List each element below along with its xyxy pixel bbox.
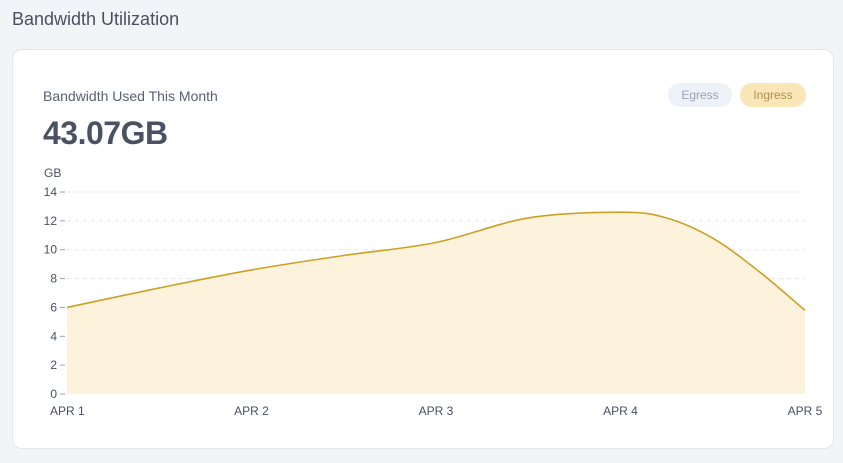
x-tick-label: APR 4: [603, 404, 638, 418]
page-title: Bandwidth Utilization: [12, 9, 180, 29]
y-tick-label: 0: [50, 387, 57, 401]
y-tick-layer: 0 2 4 6 8 10 12 14: [44, 185, 65, 401]
y-tick-label: 4: [50, 329, 57, 343]
ingress-series-line: [66, 211, 806, 311]
ingress-area-fill: [67, 212, 805, 394]
y-axis-unit-label: GB: [44, 166, 62, 180]
y-tick-label: 14: [44, 185, 58, 199]
x-tick-label: APR 5: [788, 404, 823, 418]
y-tick-label: 12: [44, 214, 58, 228]
total-bandwidth-value: 43.07GB: [43, 115, 168, 151]
ingress-toggle[interactable]: Ingress: [740, 83, 806, 107]
y-tick-label: 6: [50, 300, 57, 314]
egress-toggle[interactable]: Egress: [668, 83, 732, 107]
x-tick-label: APR 3: [419, 404, 454, 418]
y-tick-label: 2: [50, 358, 57, 372]
area-layer: [66, 211, 806, 394]
y-tick-label: 8: [50, 272, 57, 286]
x-tick-label: APR 1: [50, 404, 85, 418]
card-title: Bandwidth Used This Month: [43, 88, 218, 104]
y-tick-label: 10: [44, 243, 58, 257]
x-tick-layer: APR 1 APR 2 APR 3 APR 4 APR 5: [50, 404, 823, 418]
x-tick-label: APR 2: [234, 404, 269, 418]
